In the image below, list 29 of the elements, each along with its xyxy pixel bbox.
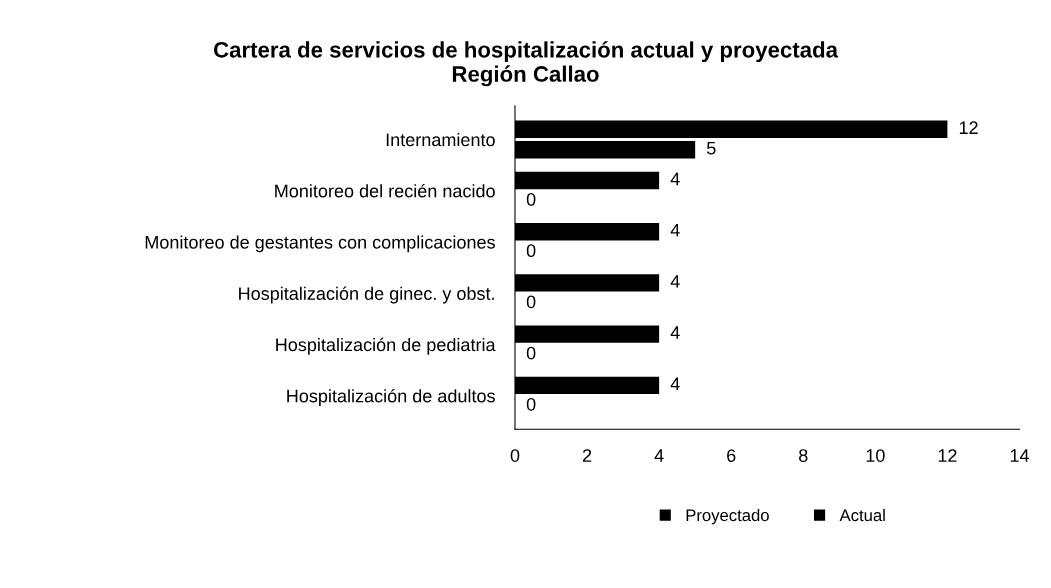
data-label: 0 (526, 295, 536, 309)
x-tick-label: 6 (727, 449, 736, 462)
data-label: 4 (670, 223, 680, 237)
chart-title: Cartera de servicios de hospitalización actual y proyectada Región Callao (213, 41, 839, 87)
y-tick-label: Monitoreo de gestantes con complicaciones (145, 235, 495, 253)
data-label: 4 (670, 326, 680, 339)
x-tick-label: 4 (654, 449, 664, 462)
data-label: 5 (706, 141, 716, 155)
y-tick-label: Hospitalización de pediatria (276, 337, 496, 355)
data-label: 12 (959, 121, 978, 134)
data-label: 4 (670, 377, 680, 391)
data-label: 0 (526, 397, 536, 411)
y-tick-label: Hospitalización de ginec. y obst. (239, 286, 494, 304)
y-tick-label: Monitoreo del recién nacido (275, 183, 495, 198)
legend-label: Actual (839, 508, 885, 522)
legend-label: Proyectado (686, 508, 769, 525)
x-tick-label: 12 (938, 449, 957, 462)
data-label: 4 (670, 172, 680, 186)
x-tick-label: 2 (582, 449, 592, 462)
data-label: 0 (526, 193, 536, 206)
x-tick-label: 8 (799, 449, 808, 462)
x-tick-label: 0 (510, 449, 520, 462)
data-label: 0 (526, 346, 536, 360)
x-tick-label: 14 (1010, 449, 1029, 462)
x-tick-label: 10 (866, 449, 885, 462)
y-tick-label: Hospitalización de adultos (287, 388, 495, 406)
data-label: 0 (526, 244, 536, 258)
data-label: 4 (670, 275, 680, 288)
y-tick-label: Internamiento (386, 132, 495, 147)
